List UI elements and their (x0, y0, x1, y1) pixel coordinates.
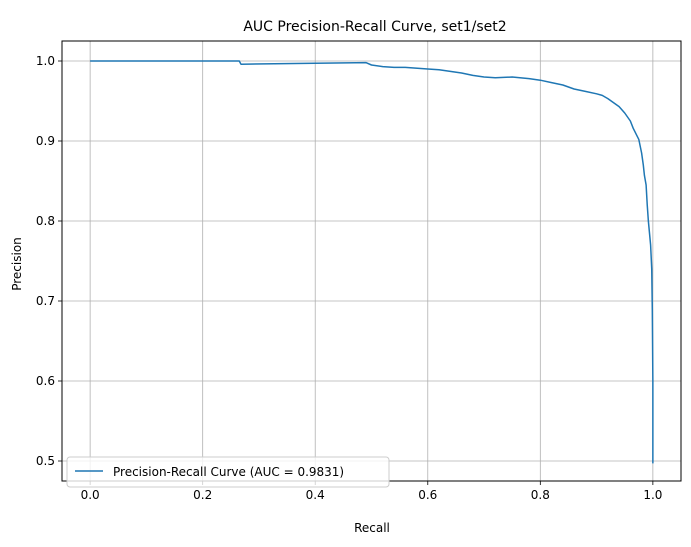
y-tick-label: 0.6 (36, 374, 55, 388)
legend: Precision-Recall Curve (AUC = 0.9831) (66, 456, 390, 488)
legend-box (66, 456, 390, 488)
x-tick-label: 0.4 (306, 488, 325, 502)
y-tick-label: 0.8 (36, 214, 55, 228)
x-tick-label: 1.0 (643, 488, 662, 502)
y-tick-label: 0.9 (36, 134, 55, 148)
line-layer (90, 60, 654, 464)
x-tick-label: 0.2 (193, 488, 212, 502)
chart-title: AUC Precision-Recall Curve, set1/set2 (243, 19, 506, 35)
grid-layer (62, 41, 681, 481)
y-tick-label: 0.7 (36, 294, 55, 308)
y-axis-label: Precision (10, 237, 24, 291)
x-tick-label: 0.0 (81, 488, 100, 502)
pr-curve-line (90, 60, 654, 464)
legend-label: Precision-Recall Curve (AUC = 0.9831) (113, 465, 344, 479)
x-axis-label: Recall (354, 521, 390, 535)
x-tick-label: 0.6 (418, 488, 437, 502)
x-tick-label: 0.8 (531, 488, 550, 502)
y-tick-label: 1.0 (36, 54, 55, 68)
y-tick-label: 0.5 (36, 454, 55, 468)
